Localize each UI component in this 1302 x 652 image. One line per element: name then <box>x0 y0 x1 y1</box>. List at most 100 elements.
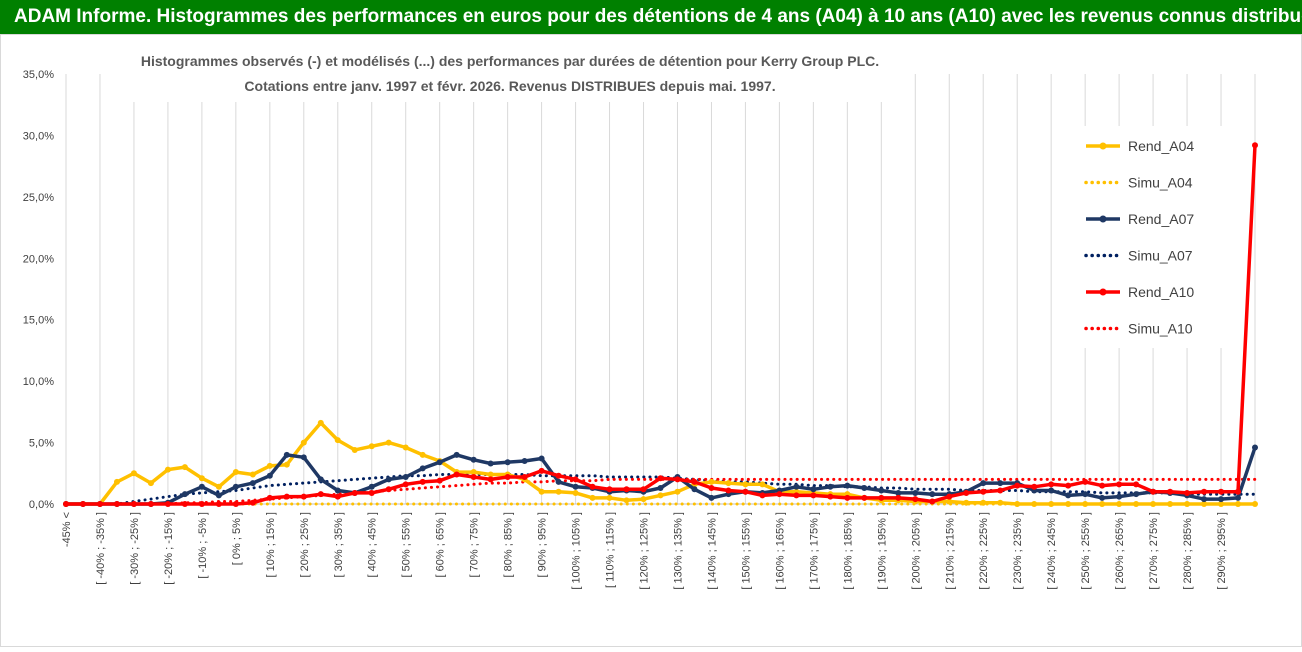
data-point-rend-a04 <box>1116 501 1123 507</box>
data-point-rend-a07 <box>827 483 834 490</box>
data-point-rend-a04 <box>1235 501 1242 507</box>
data-point-rend-a07 <box>793 483 800 490</box>
data-point-rend-a10 <box>147 501 154 507</box>
data-point-rend-a10 <box>946 493 953 500</box>
data-point-rend-a04 <box>640 496 647 503</box>
data-point-rend-a04 <box>725 480 732 487</box>
data-point-rend-a04 <box>1133 501 1140 507</box>
data-point-rend-a07 <box>368 483 375 490</box>
data-point-rend-a10 <box>96 501 103 507</box>
y-tick-label: 15,0% <box>23 315 54 327</box>
legend-marker-rend-a10 <box>1099 288 1107 296</box>
x-tick-label: [ 170% ; 175% ] <box>808 512 820 590</box>
data-point-rend-a10 <box>589 483 596 490</box>
data-point-rend-a07 <box>487 460 494 467</box>
legend-marker-rend-a07 <box>1099 215 1107 223</box>
data-point-rend-a04 <box>1218 501 1225 507</box>
data-point-rend-a04 <box>1201 501 1208 507</box>
data-point-rend-a10 <box>130 501 137 507</box>
data-point-rend-a04 <box>759 481 766 488</box>
data-point-rend-a10 <box>1116 481 1123 488</box>
data-point-rend-a04 <box>249 471 256 478</box>
data-point-rend-a04 <box>1031 501 1038 507</box>
data-point-rend-a10 <box>1014 482 1021 489</box>
data-point-rend-a07 <box>402 473 409 480</box>
data-point-rend-a07 <box>657 485 664 492</box>
data-point-rend-a10 <box>113 501 120 507</box>
data-point-rend-a07 <box>861 485 868 492</box>
data-point-rend-a10 <box>1082 478 1089 485</box>
data-point-rend-a07 <box>504 459 511 466</box>
chart-frame: 0,0% 5,0% 10,0% 15,0% 20,0% 25,0% 30,0% 35,0% -… <box>0 34 1302 647</box>
data-point-rend-a04 <box>419 451 426 458</box>
x-tick-label: [ -40% ; -35% ] <box>95 512 107 585</box>
data-point-rend-a04 <box>1065 501 1072 507</box>
x-tick-label: [ 130% ; 135% ] <box>672 512 684 590</box>
data-point-rend-a10 <box>521 473 528 480</box>
chart-title-line-2: Cotations entre janv. 1997 et févr. 2026… <box>244 78 775 94</box>
x-tick-label: [ 70% ; 75% ] <box>469 512 481 577</box>
data-point-rend-a07 <box>997 480 1004 487</box>
data-point-rend-a10 <box>793 492 800 499</box>
data-point-rend-a10 <box>912 496 919 503</box>
data-point-rend-a04 <box>1048 501 1055 507</box>
data-point-rend-a07 <box>810 486 817 493</box>
x-tick-label: [ 190% ; 195% ] <box>876 512 888 590</box>
data-point-rend-a10 <box>742 488 749 495</box>
data-point-rend-a07 <box>895 489 902 496</box>
data-point-rend-a07 <box>300 454 307 461</box>
data-point-rend-a10 <box>1218 488 1225 495</box>
data-point-rend-a10 <box>708 485 715 492</box>
y-tick-label: 5,0% <box>29 438 54 450</box>
data-point-rend-a10 <box>1235 488 1242 495</box>
x-tick-label: [ 270% ; 275% ] <box>1148 512 1160 590</box>
data-point-rend-a10 <box>674 476 681 483</box>
x-tick-label: [ 180% ; 185% ] <box>842 512 854 590</box>
data-point-rend-a04 <box>538 488 545 495</box>
data-point-rend-a07 <box>1218 496 1225 503</box>
data-point-rend-a07 <box>1235 494 1242 501</box>
data-point-rend-a04 <box>572 489 579 496</box>
legend-marker-rend-a04 <box>1099 142 1107 150</box>
data-point-rend-a07 <box>912 489 919 496</box>
legend-label-simu-a10: Simu_A10 <box>1128 321 1193 337</box>
data-point-rend-a04 <box>215 483 222 490</box>
data-point-rend-a04 <box>385 439 392 446</box>
data-point-rend-a04 <box>1099 501 1106 507</box>
x-tick-label: [ 230% ; 235% ] <box>1012 512 1024 590</box>
data-point-rend-a07 <box>1252 444 1258 451</box>
data-point-rend-a10 <box>657 475 664 482</box>
data-point-rend-a04 <box>368 443 375 450</box>
x-tick-label: [ 250% ; 255% ] <box>1080 512 1092 590</box>
data-point-rend-a04 <box>980 499 987 506</box>
data-point-rend-a04 <box>1082 501 1089 507</box>
data-point-rend-a07 <box>385 476 392 483</box>
data-point-rend-a10 <box>963 489 970 496</box>
data-point-rend-a04 <box>997 499 1004 506</box>
data-point-rend-a10 <box>181 501 188 507</box>
x-tick-label: [ 90% ; 95% ] <box>537 512 549 577</box>
data-point-rend-a07 <box>844 482 851 489</box>
data-point-rend-a07 <box>929 491 936 498</box>
data-point-rend-a10 <box>1065 482 1072 489</box>
data-point-rend-a10 <box>317 491 324 498</box>
data-point-rend-a10 <box>1167 488 1174 495</box>
x-tick-label: -45% < <box>61 512 73 547</box>
data-point-rend-a07 <box>572 483 579 490</box>
data-point-rend-a10 <box>776 491 783 498</box>
x-tick-label: [ -30% ; -25% ] <box>129 512 141 585</box>
x-tick-label: [ 20% ; 25% ] <box>299 512 311 577</box>
data-point-rend-a10 <box>351 489 358 496</box>
data-point-rend-a10 <box>1184 489 1191 496</box>
data-point-rend-a04 <box>147 480 154 487</box>
data-point-rend-a04 <box>1252 501 1258 507</box>
performance-histogram-chart: 0,0% 5,0% 10,0% 15,0% 20,0% 25,0% 30,0% 35,0% -… <box>0 34 1302 647</box>
data-point-rend-a04 <box>232 469 239 476</box>
data-point-rend-a10 <box>1150 488 1157 495</box>
x-tick-label: [ 40% ; 45% ] <box>367 512 379 577</box>
x-tick-label: [ 80% ; 85% ] <box>503 512 515 577</box>
y-tick-label: 0,0% <box>29 499 54 511</box>
data-point-rend-a04 <box>317 419 324 426</box>
chart-title-line-1: Histogrammes observés (-) et modélisés (… <box>141 53 879 69</box>
x-tick-label: [ 30% ; 35% ] <box>333 512 345 577</box>
